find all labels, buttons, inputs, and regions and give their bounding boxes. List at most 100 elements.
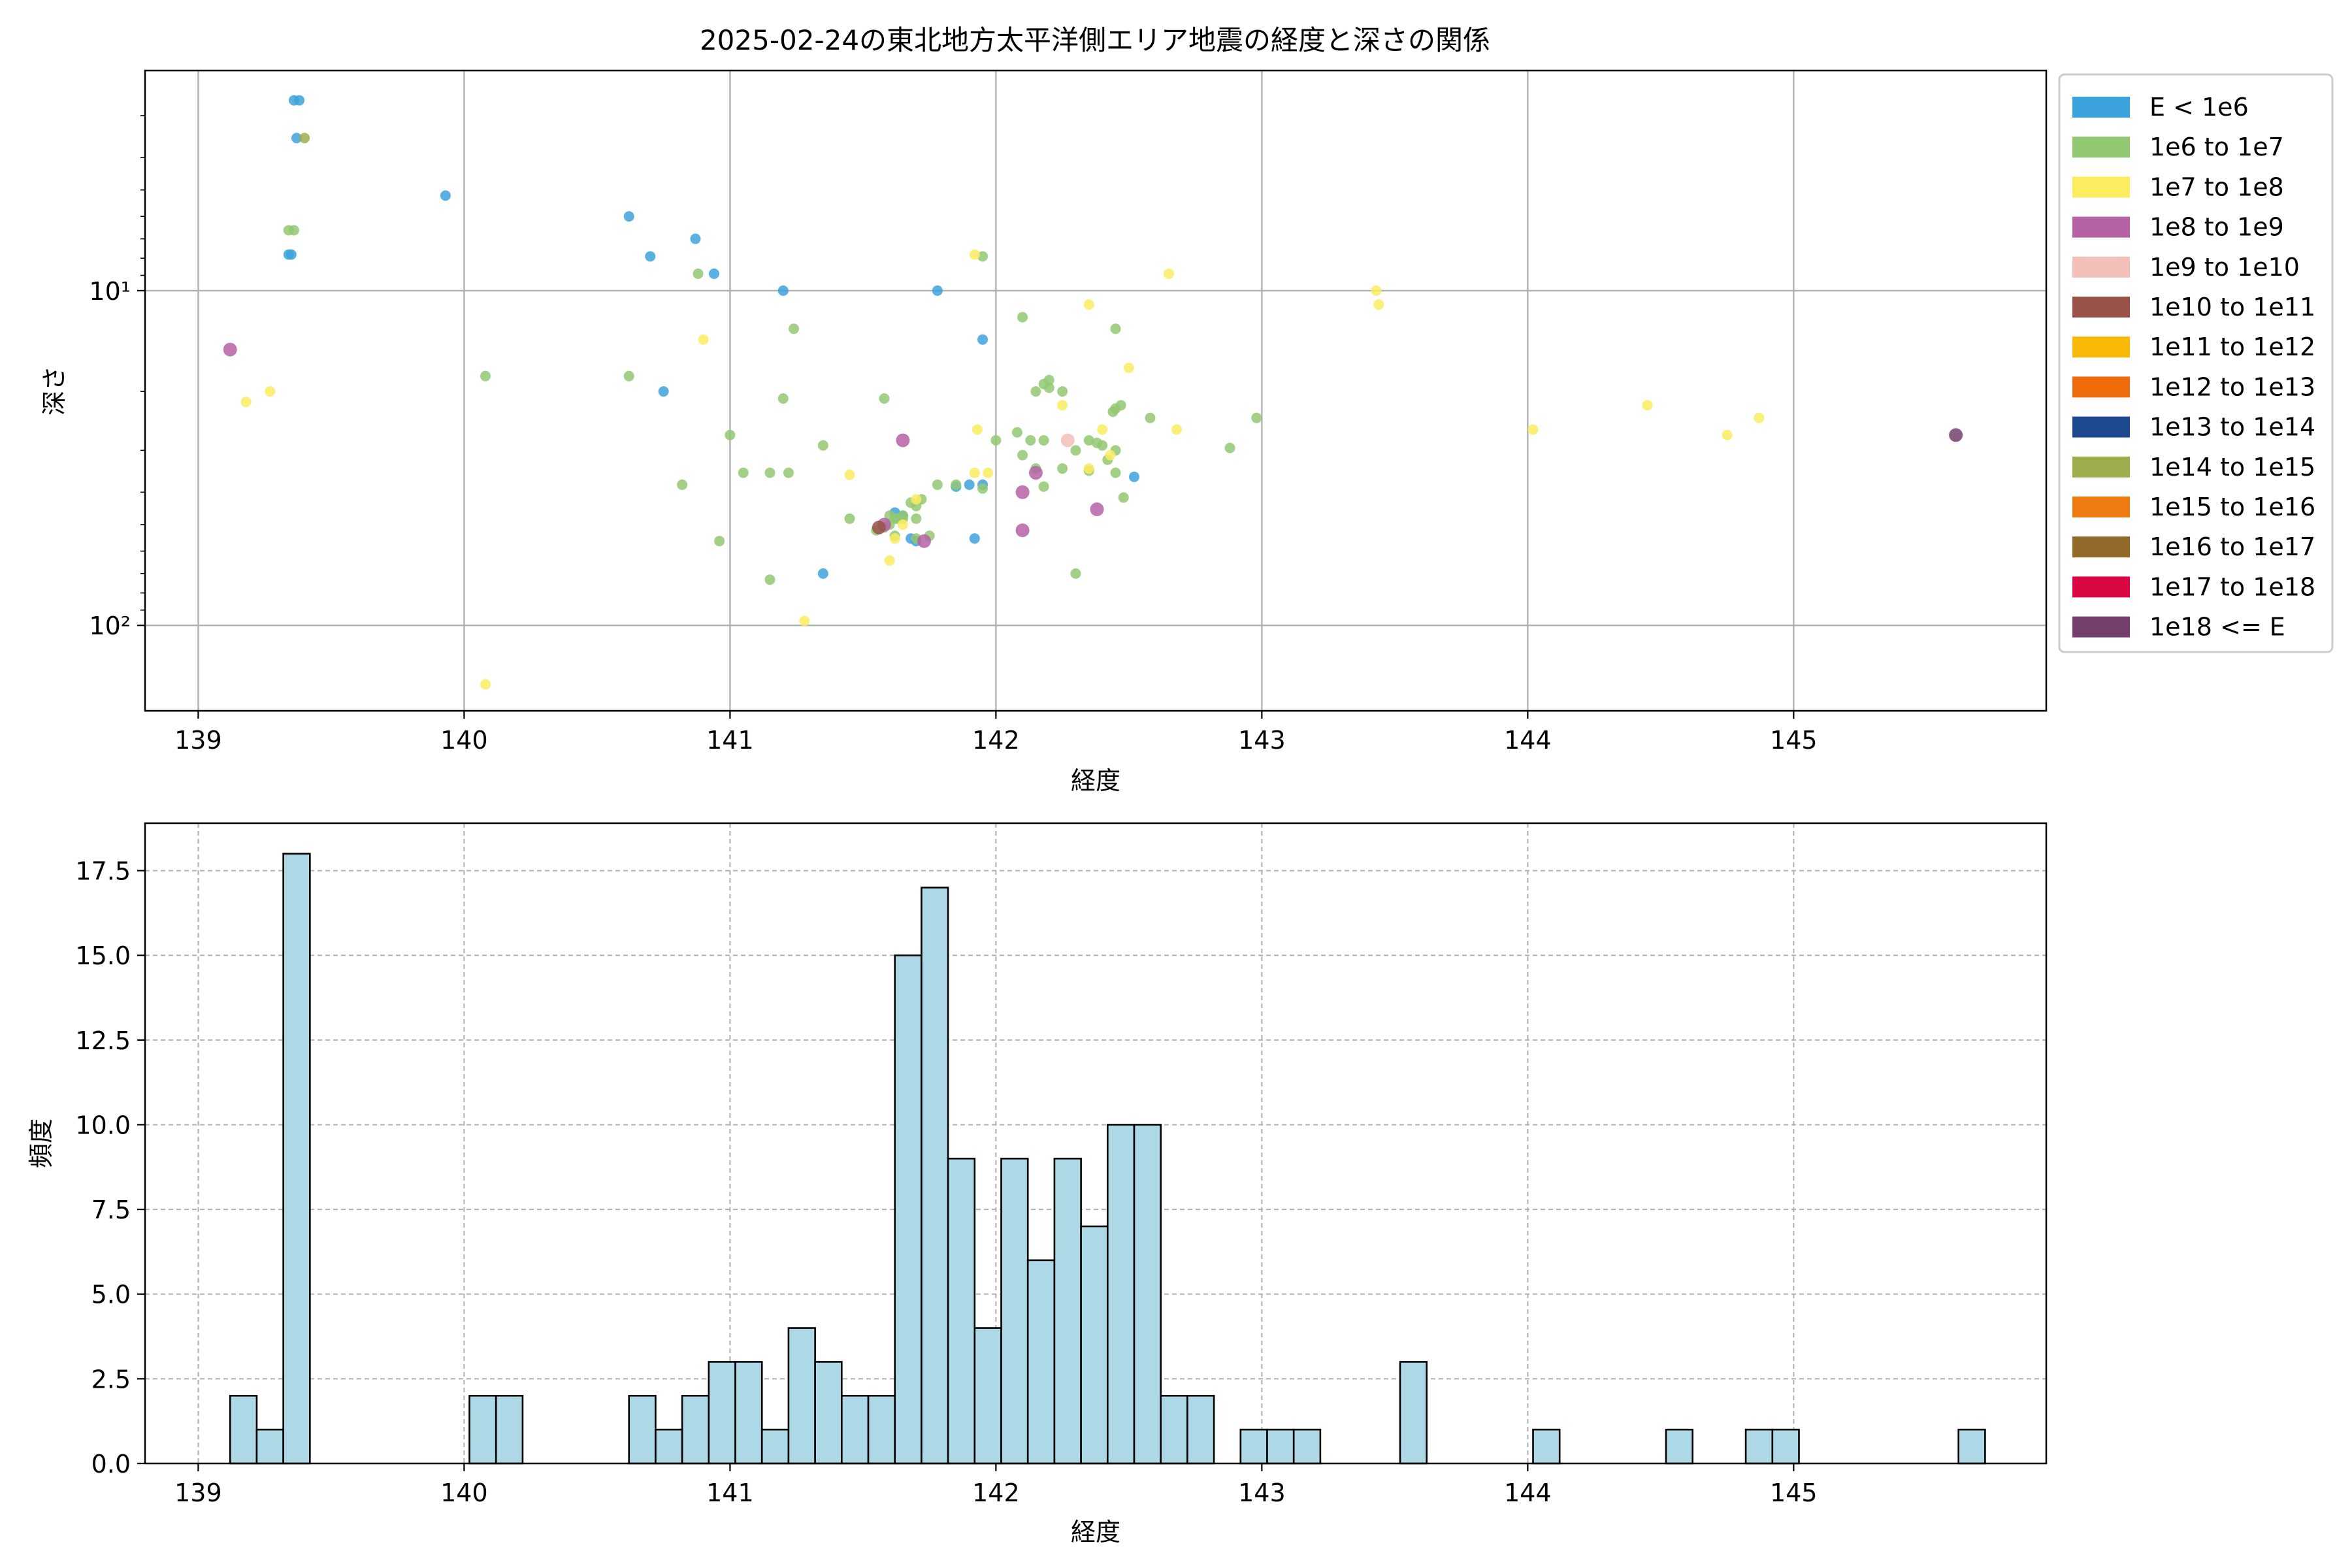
- histogram-x-tick-label: 141: [706, 1478, 754, 1507]
- scatter-point: [896, 433, 910, 448]
- histogram-x-axis-label: 経度: [1071, 1518, 1120, 1546]
- histogram-bar: [947, 1158, 976, 1465]
- scatter-x-tick-label: 143: [1238, 726, 1286, 755]
- scatter-point: [283, 225, 294, 236]
- histogram-bar: [1532, 1428, 1561, 1465]
- histogram-bar: [1026, 1259, 1056, 1465]
- scatter-point: [1754, 412, 1765, 423]
- scatter-x-tick-label: 144: [1504, 726, 1552, 755]
- scatter-point: [294, 95, 305, 106]
- scatter-point: [1949, 428, 1963, 442]
- histogram-bar: [1186, 1394, 1215, 1465]
- histogram-bar: [229, 1394, 258, 1465]
- legend-label: 1e9 to 1e10: [2149, 253, 2300, 282]
- histogram-bar: [894, 954, 923, 1465]
- legend-swatch: [2072, 536, 2130, 558]
- scatter-x-tick-label: 145: [1770, 726, 1818, 755]
- histogram-bar: [708, 1361, 736, 1465]
- legend-label: E < 1e6: [2149, 93, 2249, 122]
- histogram-bar: [1053, 1158, 1082, 1465]
- legend-swatch: [2072, 576, 2130, 598]
- scatter-point: [977, 483, 988, 494]
- histogram-bar: [760, 1428, 790, 1465]
- histogram-y-tick-label: 12.5: [75, 1026, 131, 1055]
- histogram-bar: [1744, 1428, 1774, 1465]
- scatter-point: [977, 334, 988, 345]
- histogram-bar: [1160, 1394, 1188, 1465]
- scatter-point: [693, 268, 704, 279]
- chart-title: 2025-02-24の東北地方太平洋側エリア地震の経度と深さの関係: [700, 24, 1490, 56]
- scatter-y-axis: 10¹ 10²: [89, 115, 145, 640]
- legend-swatch: [2072, 456, 2130, 478]
- scatter-point: [1097, 424, 1108, 435]
- scatter-point: [977, 251, 988, 262]
- scatter-point: [777, 285, 789, 296]
- scatter-point: [1057, 386, 1068, 397]
- histogram-bar: [867, 1394, 896, 1465]
- histogram-bar: [282, 853, 311, 1465]
- scatter-point: [817, 568, 828, 579]
- scatter-point: [265, 386, 276, 397]
- histogram-bar: [841, 1394, 870, 1465]
- scatter-point: [789, 323, 800, 335]
- scatter-point: [1070, 445, 1081, 456]
- histogram-y-axis-label: 頻度: [27, 1119, 56, 1168]
- scatter-point: [969, 249, 980, 260]
- histogram-y-axis: 0.0 2.5 5.0 7.5 10.0 12.5 15.0 17.5: [75, 857, 145, 1478]
- scatter-point: [623, 211, 634, 222]
- scatter-point: [844, 469, 855, 480]
- scatter-x-tick-label: 139: [174, 726, 222, 755]
- legend-label: 1e18 <= E: [2149, 613, 2285, 642]
- legend-swatch: [2072, 336, 2130, 358]
- scatter-point: [969, 467, 980, 478]
- histogram-bar: [1292, 1428, 1322, 1465]
- scatter-point: [1129, 471, 1140, 482]
- histogram-bar: [681, 1394, 710, 1465]
- histogram-bar: [787, 1327, 816, 1465]
- histogram-bar: [1133, 1124, 1162, 1465]
- scatter-point: [1057, 400, 1068, 411]
- legend-swatch: [2072, 97, 2130, 118]
- scatter-point: [299, 133, 310, 144]
- scatter-y-tick-label: 10¹: [89, 277, 131, 306]
- scatter-point: [291, 133, 302, 144]
- legend-swatch: [2072, 376, 2130, 398]
- scatter-point: [708, 268, 719, 279]
- scatter-points: [223, 95, 1963, 690]
- scatter-point: [1038, 481, 1049, 492]
- legend-label: 1e6 to 1e7: [2149, 133, 2284, 161]
- scatter-point: [911, 494, 922, 505]
- scatter-point: [783, 467, 794, 478]
- legend-label: 1e14 to 1e15: [2149, 453, 2315, 482]
- scatter-point: [969, 533, 980, 544]
- scatter-point: [1722, 429, 1733, 440]
- histogram-panel: 139 140 141 142 143 144 145 0.0 2.5 5.0 7.5 10.0 12…: [27, 822, 2048, 1546]
- legend-items: E < 1e6 1e6 to 1e7 1e7 to 1e8 1e8 to 1e9 1e9…: [2072, 93, 2315, 642]
- scatter-panel: 139 140 141 142 143 144 145 10¹ 10² 経度 深さ: [40, 69, 2048, 795]
- scatter-point: [1083, 463, 1094, 474]
- scatter-point: [897, 519, 908, 530]
- legend-label: 1e10 to 1e11: [2149, 293, 2315, 321]
- histogram-y-tick-label: 17.5: [75, 857, 131, 886]
- histogram-bar: [1771, 1428, 1800, 1465]
- legend-swatch: [2072, 176, 2130, 198]
- legend-label: 1e13 to 1e14: [2149, 413, 2315, 442]
- scatter-point: [1017, 449, 1028, 461]
- scatter-point: [777, 393, 789, 404]
- scatter-point: [1163, 268, 1174, 279]
- scatter-point: [725, 429, 736, 440]
- scatter-point: [677, 479, 688, 490]
- histogram-bar: [1080, 1225, 1109, 1465]
- scatter-point: [1097, 440, 1108, 451]
- scatter-x-axis-label: 経度: [1071, 766, 1120, 795]
- legend-label: 1e16 to 1e17: [2149, 532, 2315, 561]
- scatter-point: [1070, 568, 1081, 579]
- scatter-point: [658, 386, 669, 397]
- scatter-x-tick-label: 142: [972, 726, 1020, 755]
- histogram-x-tick-label: 139: [174, 1478, 222, 1507]
- legend-label: 1e17 to 1e18: [2149, 572, 2315, 601]
- scatter-frame: [144, 69, 2048, 712]
- scatter-point: [1011, 427, 1022, 438]
- scatter-point: [951, 479, 962, 490]
- scatter-y-axis-label: 深さ: [40, 366, 69, 416]
